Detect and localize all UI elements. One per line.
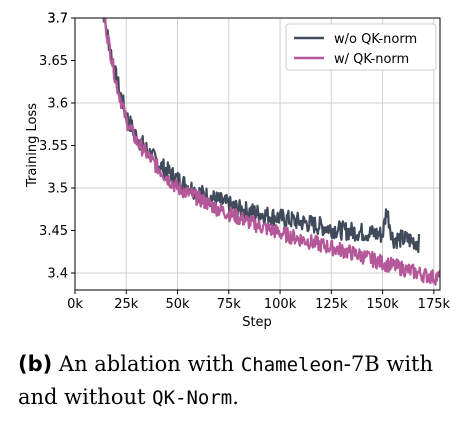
x-tick-label: 25k bbox=[114, 297, 139, 312]
legend: w/o QK-norm w/ QK-norm bbox=[285, 23, 437, 71]
caption-text-2: -7B bbox=[343, 352, 380, 376]
y-tick-label: 3.55 bbox=[39, 139, 68, 154]
y-tick-label: 3.7 bbox=[47, 12, 68, 27]
caption-text-4: . bbox=[232, 385, 239, 409]
y-axis-label: Training Loss bbox=[25, 103, 40, 188]
x-tick-label: 100k bbox=[264, 297, 297, 312]
x-axis-label: Step bbox=[242, 315, 272, 330]
y-axis-ticks: 3.43.453.53.553.63.653.73.7 bbox=[39, 12, 75, 282]
caption-text-3: with and without bbox=[18, 352, 434, 409]
x-tick-label: 175k bbox=[418, 297, 451, 312]
x-axis-ticks: 0k 25k 50k 75k 100k 125k 150k 175k bbox=[67, 290, 450, 312]
x-tick-label: 50k bbox=[165, 297, 190, 312]
y-tick-label: 3.5 bbox=[47, 182, 68, 197]
y-tick-label: 3.6 bbox=[47, 97, 68, 112]
y-tick-label: 3.45 bbox=[39, 224, 68, 239]
legend-label-wo-qk-norm: w/o QK-norm bbox=[334, 32, 417, 47]
figure-caption: (b) An ablation with Chameleon-7B with a… bbox=[18, 348, 468, 414]
caption-label: (b) bbox=[18, 352, 53, 376]
legend-label-w-qk-norm: w/ QK-norm bbox=[334, 52, 409, 67]
y-tick-label: 3.4 bbox=[47, 267, 68, 282]
caption-text-1: An ablation with bbox=[58, 352, 235, 376]
caption-method-name: QK-Norm bbox=[152, 387, 233, 409]
x-tick-label: 150k bbox=[366, 297, 399, 312]
y-tick-label: 3.7 bbox=[47, 12, 68, 27]
series-line-w-qk-norm bbox=[103, 18, 440, 286]
training-loss-chart: 0k 25k 50k 75k 100k 125k 150k 175k 3.4 3.45 3.5 3.… bbox=[25, 12, 450, 331]
y-tick-label: 3.65 bbox=[39, 54, 68, 69]
x-tick-label: 75k bbox=[217, 297, 242, 312]
plot-frame bbox=[74, 17, 441, 291]
x-tick-label: 125k bbox=[315, 297, 348, 312]
x-tick-label: 0k bbox=[67, 297, 83, 312]
series-lines bbox=[102, 18, 440, 286]
caption-model-name: Chameleon bbox=[240, 354, 344, 376]
